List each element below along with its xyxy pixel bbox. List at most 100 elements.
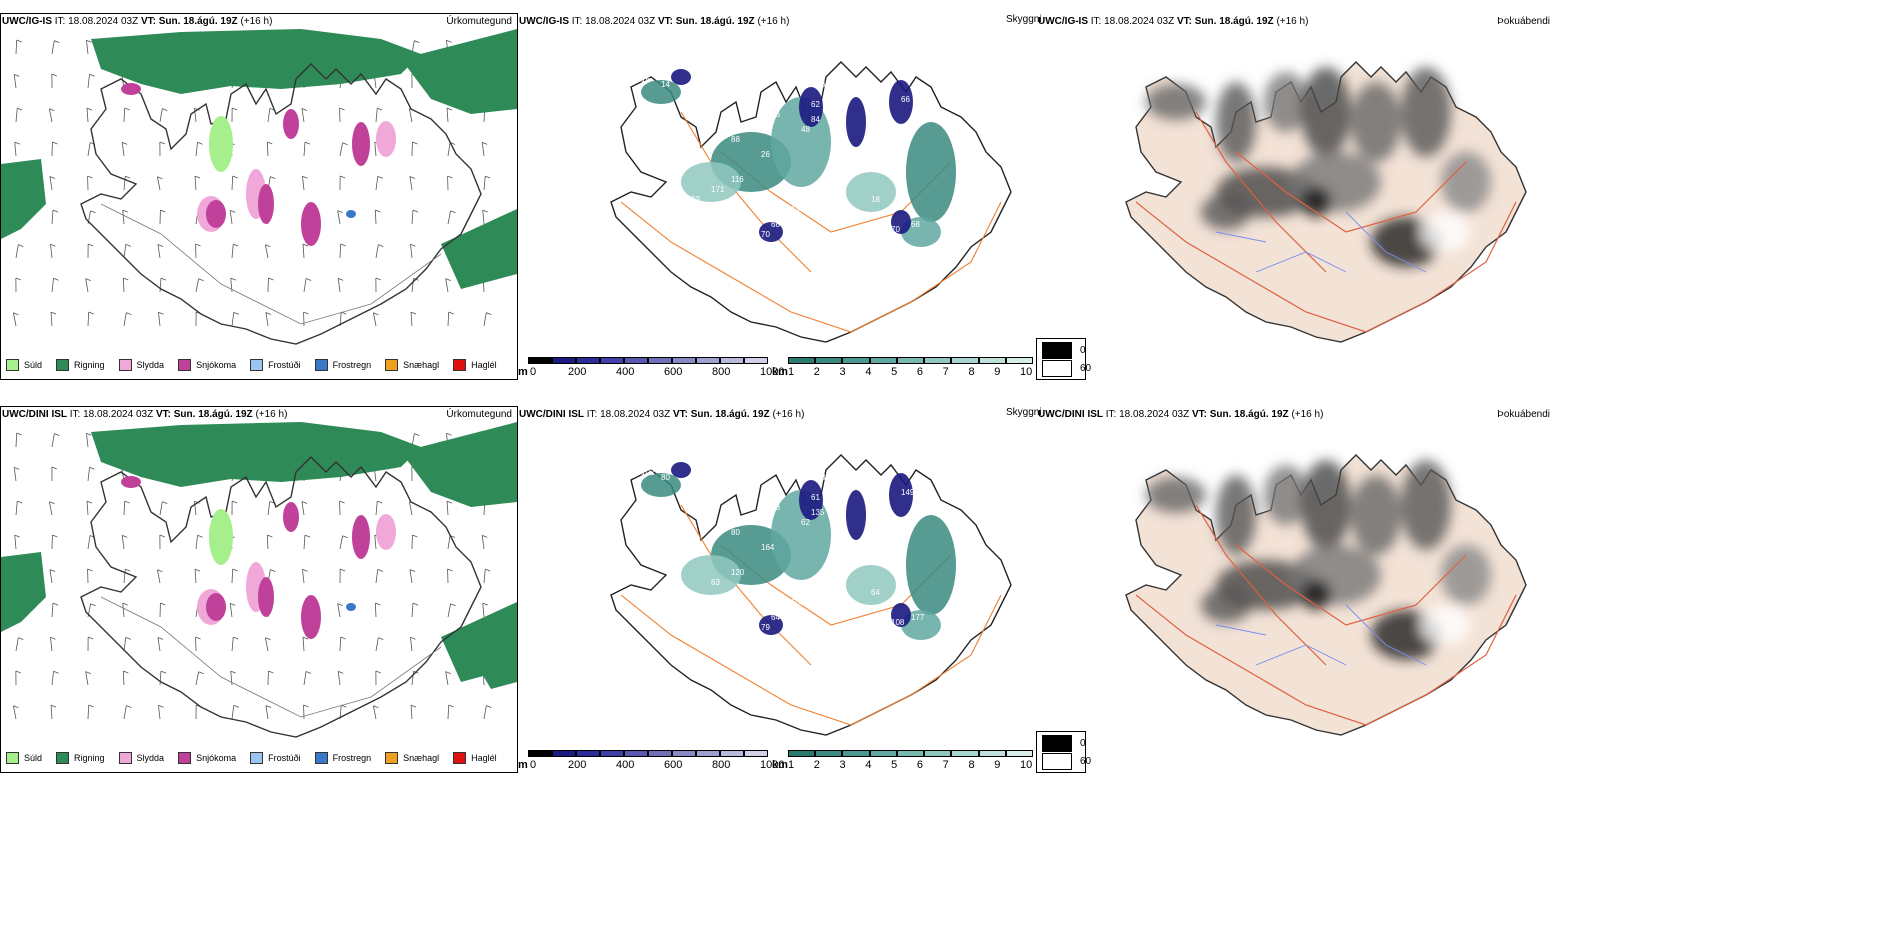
- wind-barb: [51, 278, 54, 293]
- legend-item: Rigning: [56, 359, 105, 371]
- colorbar-segment: [720, 357, 744, 364]
- wind-barb-flag: [50, 243, 56, 247]
- legend-label: Haglél: [471, 360, 497, 370]
- road-lines: [100, 596, 442, 718]
- drizzle-area: [209, 116, 233, 172]
- wind-barb: [122, 210, 125, 225]
- ceiling-value-label: 120: [731, 568, 745, 577]
- vt-label: VT:: [1176, 16, 1192, 27]
- wind-barb: [123, 705, 127, 720]
- ceiling-value-label: 108: [891, 618, 905, 627]
- ceiling-value-label: 171: [711, 185, 725, 194]
- wind-barb: [483, 705, 487, 720]
- wind-barb: [231, 176, 234, 191]
- wind-barb: [159, 501, 163, 516]
- rain-area: [1, 552, 46, 632]
- wind-barb-flag: [409, 569, 416, 572]
- colorbar-unit: m: [518, 759, 528, 771]
- colorbar-tick: 8: [968, 366, 975, 378]
- wind-barb-flag: [126, 312, 132, 315]
- low-ceiling-area: [891, 603, 911, 627]
- colorbar-segment: [815, 357, 843, 364]
- ceiling-value-label: 140: [831, 210, 845, 219]
- colorbar-tick: 1: [788, 366, 795, 378]
- ceiling-value-label: 62: [801, 518, 810, 527]
- wind-barb-flag: [125, 243, 131, 247]
- wind-barb: [195, 142, 198, 157]
- wind-barb-flag: [304, 534, 311, 538]
- ceiling-value-label: 287: [891, 558, 905, 567]
- colorbar-segment: [924, 357, 952, 364]
- wind-barb-flag: [450, 210, 456, 214]
- ceiling-value-label: 80: [661, 473, 670, 482]
- it-label: IT:: [69, 409, 81, 420]
- wind-barb: [85, 671, 89, 686]
- wind-barb: [267, 501, 271, 516]
- ceiling-value-label: 177: [911, 613, 925, 622]
- wind-barb-flag: [230, 670, 236, 674]
- rain-area: [481, 652, 517, 689]
- wind-barb: [123, 176, 126, 191]
- wind-barb-flag: [270, 176, 276, 179]
- wind-barb: [49, 108, 53, 123]
- legend-item: Haglél: [453, 359, 497, 371]
- wind-barb: [87, 142, 91, 157]
- lead-time: (+16 h): [1276, 16, 1309, 27]
- wind-barb-flag: [304, 141, 311, 145]
- ceiling-value-label: 66: [941, 508, 950, 517]
- wind-barb: [158, 705, 161, 720]
- wind-barb-flag: [231, 107, 238, 111]
- ceiling-value-label: 75: [891, 165, 900, 174]
- wind-barb-flag: [88, 704, 94, 708]
- ceiling-value-label: 85: [831, 603, 840, 612]
- ceiling-value-label: 70: [891, 225, 900, 234]
- wind-barb-flag: [157, 176, 163, 180]
- colorbar-segment: [842, 750, 870, 757]
- ceiling-value-label: 71: [946, 513, 955, 522]
- wind-barb-flag: [86, 39, 92, 43]
- wind-barb-flag: [195, 243, 201, 247]
- fog-legend-row: 0: [1042, 342, 1086, 359]
- fog-area: [1301, 67, 1351, 157]
- colorbar-tick: 7: [942, 759, 949, 771]
- ceiling-value-label: 60: [821, 80, 830, 89]
- ceiling-value-label: 02: [946, 120, 955, 129]
- wind-barb: [446, 108, 449, 123]
- wind-barb: [447, 535, 451, 550]
- it-value: 18.08.2024 03Z: [83, 409, 154, 420]
- fog-area: [1301, 187, 1331, 217]
- fog-legend-label: 0: [1080, 738, 1086, 749]
- wind-barb-flag: [414, 433, 420, 436]
- model-name: UWC/DINI ISL: [1038, 409, 1103, 420]
- wind-barb-flag: [268, 277, 274, 281]
- wind-barb-flag: [89, 466, 95, 470]
- colorbar-segment: [672, 357, 696, 364]
- wind-barb-flag: [17, 500, 23, 504]
- colorbar-segment: [924, 750, 952, 757]
- colorbar-segment: [600, 750, 624, 757]
- fog-area: [1421, 212, 1471, 252]
- wind-barb-flag: [52, 209, 59, 213]
- wind-barb-flag: [50, 704, 57, 708]
- wind-barb: [445, 671, 449, 686]
- wind-barb: [50, 637, 53, 652]
- colorbar-segment: [528, 750, 552, 757]
- wind-barb: [87, 312, 90, 327]
- it-label: IT:: [571, 16, 583, 27]
- wind-barb: [86, 433, 89, 448]
- wind-barb-flag: [447, 175, 453, 179]
- wind-barb-flag: [375, 670, 382, 674]
- wind-barb: [13, 74, 17, 89]
- low-ceiling-area: [799, 480, 823, 520]
- wind-barb-flag: [13, 312, 19, 316]
- colorbar-segment: [788, 750, 816, 757]
- wind-barb: [123, 637, 127, 652]
- wind-barb: [482, 603, 485, 618]
- legend-swatch: [453, 359, 467, 371]
- wind-barb-flag: [160, 277, 167, 281]
- wind-barb-flag: [265, 637, 271, 641]
- ceiling-value-label: 83: [691, 195, 700, 204]
- legend-item: Slydda: [118, 359, 164, 371]
- precip-map: [1, 29, 517, 345]
- wind-barb-flag: [87, 568, 93, 572]
